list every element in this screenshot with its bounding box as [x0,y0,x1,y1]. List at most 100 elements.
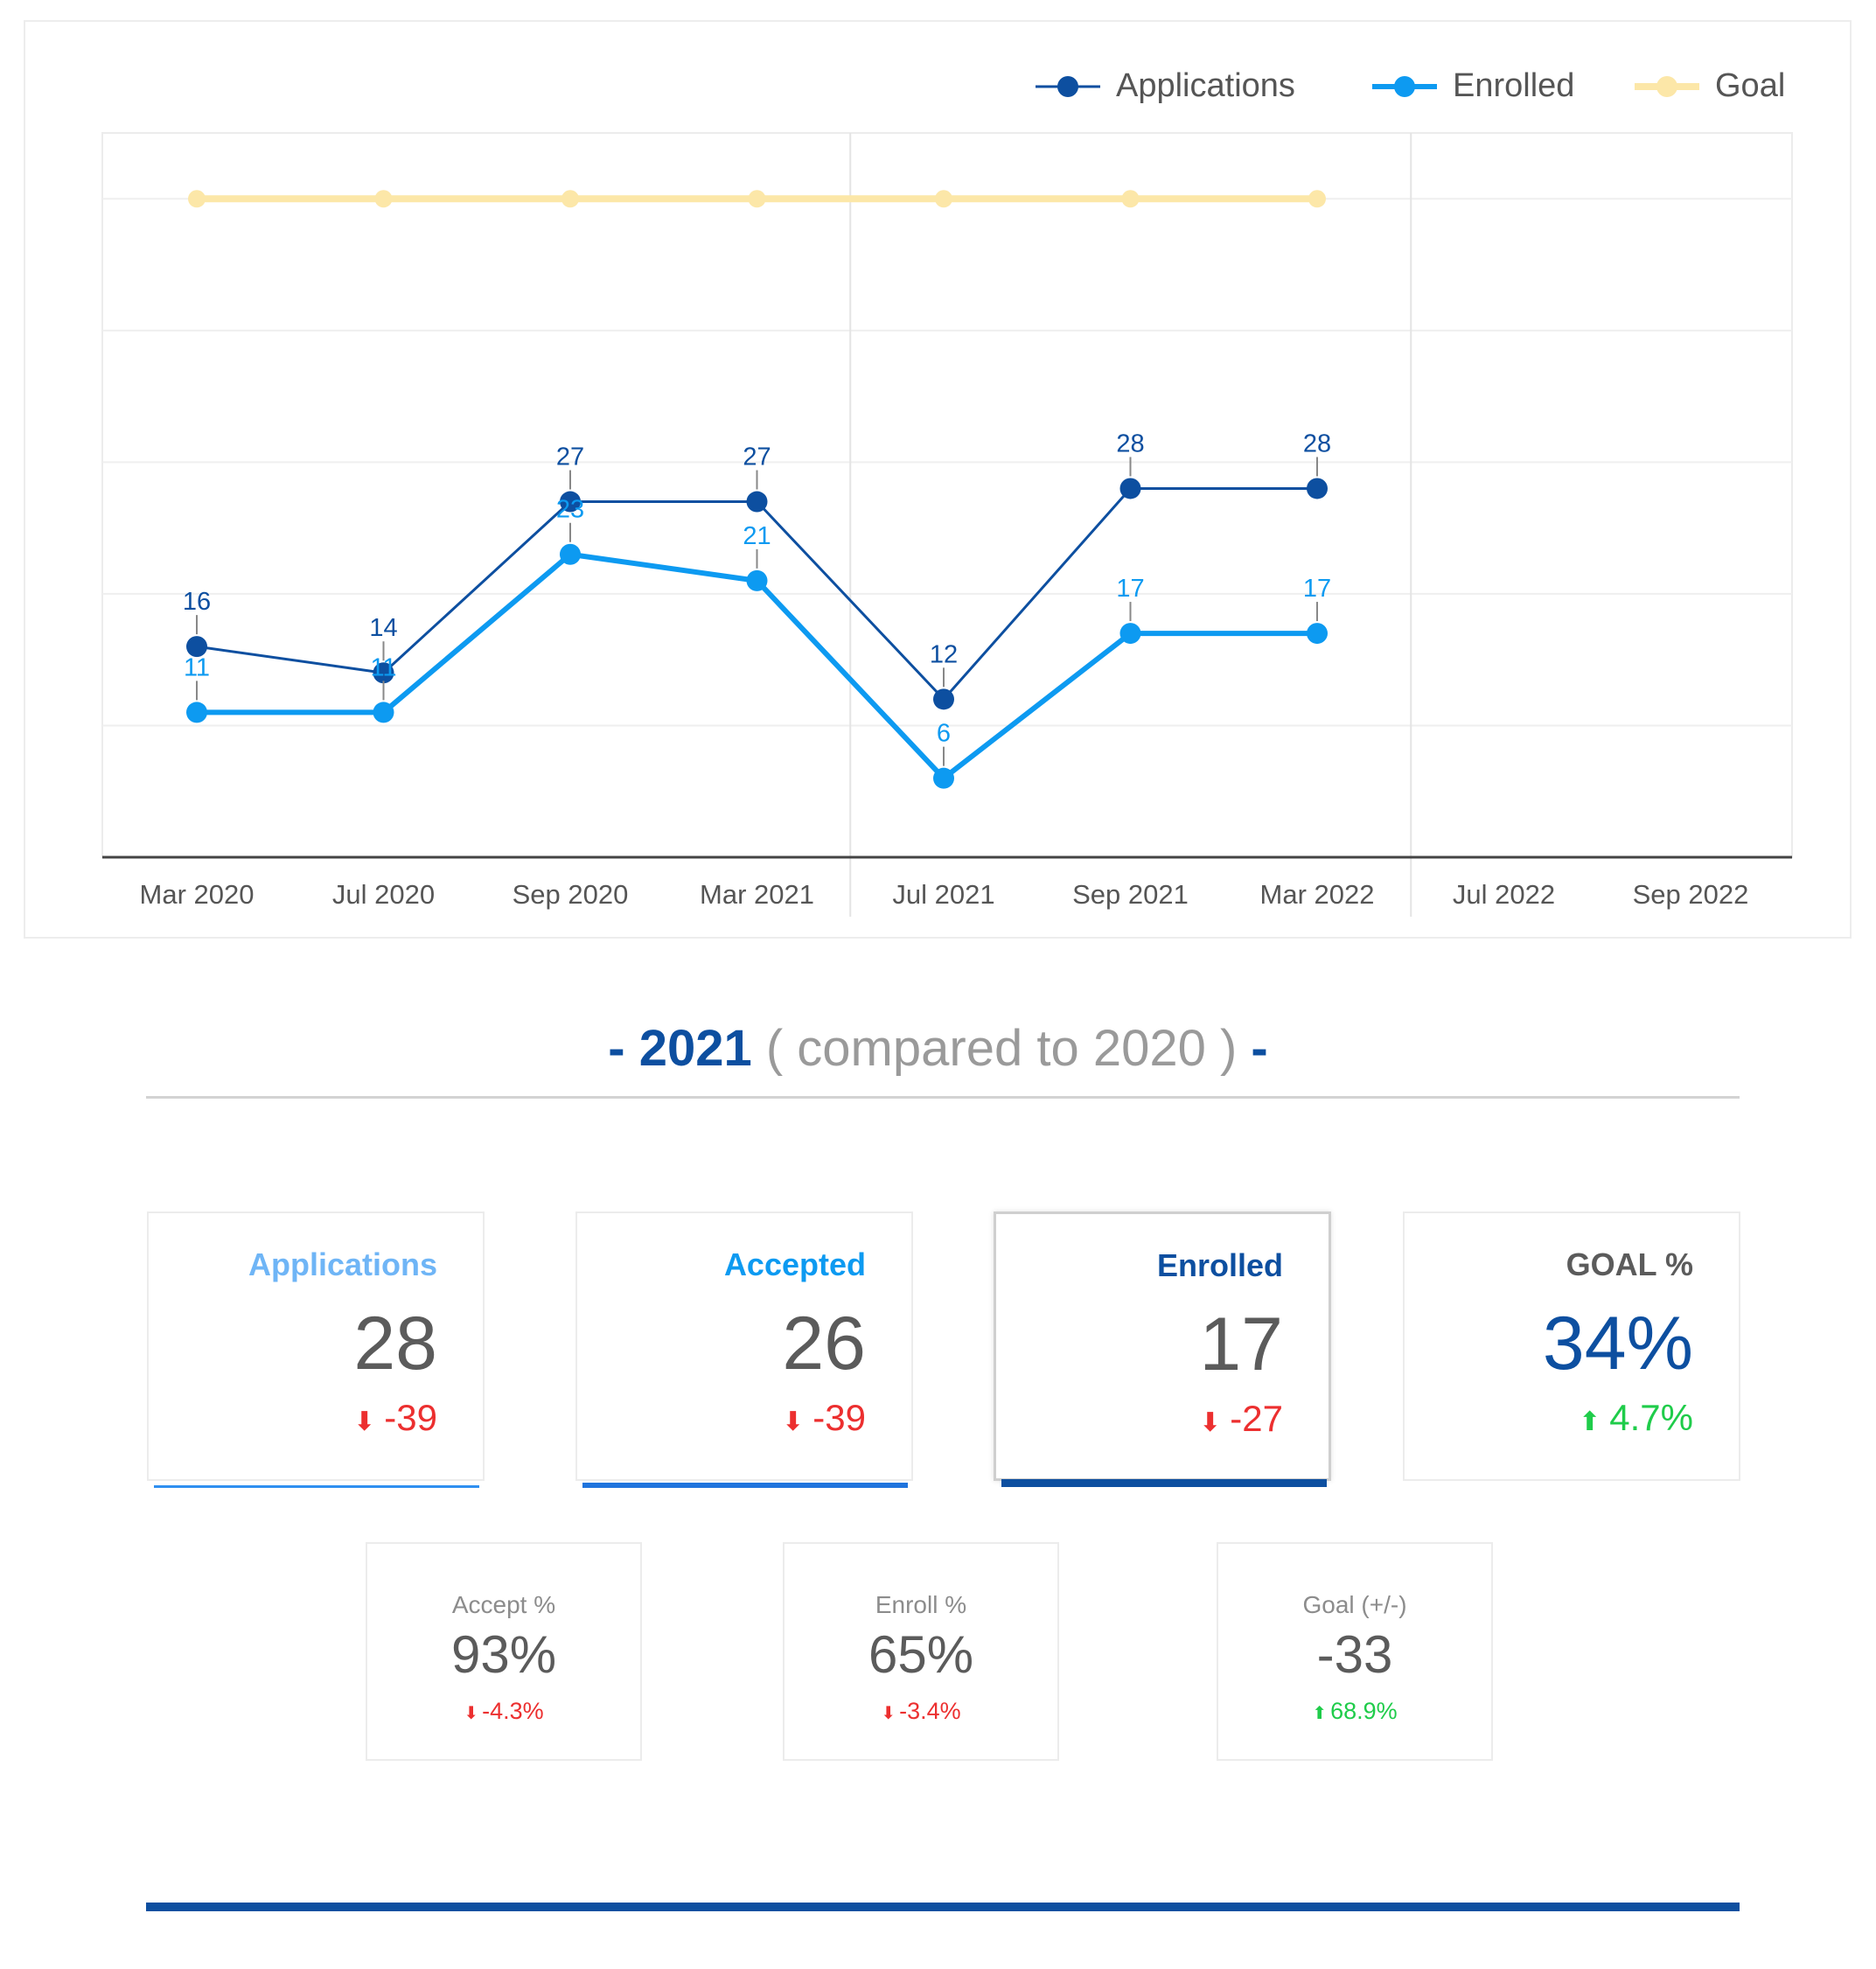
mini-delta: ⬆ 68.9% [1218,1698,1491,1725]
kpi-delta-value: -39 [812,1397,866,1438]
arrow-up-icon: ⬆ [1579,1407,1601,1436]
mini-delta: ⬇ -4.3% [367,1698,640,1725]
kpi-delta: ⬆ 4.7% [1579,1397,1693,1439]
kpi-card-enrolled[interactable]: Enrolled 17 ⬇ -27 [994,1211,1331,1487]
data-point-applications [1307,478,1328,499]
legend-item-applications[interactable]: Applications [1036,67,1295,104]
mini-value: 65% [868,1625,974,1684]
kpi-label: Accepted [723,1246,866,1282]
kpi-delta-value: -39 [384,1397,437,1438]
legend-item-enrolled[interactable]: Enrolled [1372,67,1574,104]
kpi-card-accepted[interactable]: Accepted 26 ⬇ -39 [575,1211,913,1488]
x-tick-label: Sep 2021 [1072,879,1189,910]
mini-delta-value: 68.9% [1330,1698,1398,1724]
data-label-enrolled: 23 [556,496,584,524]
section-title: - 2021 ( compared to 2020 ) - [0,1019,1876,1078]
kpi-label: GOAL % [1566,1246,1693,1282]
arrow-down-icon: ⬇ [464,1704,479,1723]
data-point-enrolled [746,569,768,591]
data-point-enrolled [933,767,954,789]
arrow-up-icon: ⬆ [1312,1704,1328,1723]
kpi-delta: ⬇ -39 [782,1397,866,1439]
kpi-delta-value: 4.7% [1609,1397,1693,1438]
data-point-enrolled [560,543,581,565]
data-point-enrolled [1307,623,1328,645]
mini-delta-value: -4.3% [482,1698,544,1724]
data-point-goal [374,190,393,208]
kpi-value: 26 [782,1302,866,1386]
mini-card-goal-diff[interactable]: Goal (+/-) -33 ⬆ 68.9% [1217,1542,1493,1761]
plot-area [101,132,1793,858]
mini-label: Goal (+/-) [1302,1591,1407,1618]
x-tick-label: Jul 2021 [892,879,994,910]
x-tick-label: Jul 2022 [1453,879,1555,910]
data-point-goal [748,190,766,208]
kpi-delta: ⬇ -27 [1199,1398,1283,1440]
title-divider [146,1096,1740,1099]
data-label-enrolled: 21 [743,522,771,550]
kpi-label: Applications [248,1246,437,1282]
data-point-applications [186,636,207,658]
kpi-underline [154,1485,479,1488]
legend-item-goal[interactable]: Goal [1635,67,1785,104]
kpi-value: 34% [1542,1302,1693,1386]
title-dash-left: - [608,1020,625,1077]
kpi-delta: ⬇ -39 [353,1397,437,1439]
data-point-goal [1121,190,1140,208]
mini-value: -33 [1316,1625,1393,1684]
chart-panel: Mar 2020 Jul 2020 Sep 2020 Mar 2021 Jul 2021… [24,20,1852,939]
legend-swatch-dot [1057,76,1078,97]
legend-label: Applications [1116,67,1295,104]
data-label-enrolled: 11 [184,653,210,681]
data-point-applications [933,688,954,710]
data-label-enrolled: 6 [937,720,951,748]
data-label-applications: 27 [556,443,584,471]
title-comparison: ( compared to 2020 ) [765,1020,1238,1077]
x-tick-label: Mar 2021 [700,879,814,910]
mini-card-accept-percent[interactable]: Accept % 93% ⬇ -4.3% [366,1542,642,1761]
kpi-underline [582,1483,908,1488]
kpi-card-goal-percent[interactable]: GOAL % 34% ⬆ 4.7% [1403,1211,1740,1481]
arrow-down-icon: ⬇ [353,1407,376,1436]
arrow-down-icon: ⬇ [1199,1408,1222,1437]
data-label-enrolled: 11 [370,653,396,681]
data-point-applications [746,491,768,513]
data-label-applications: 12 [930,640,958,668]
data-point-goal [561,190,579,208]
arrow-down-icon: ⬇ [782,1407,805,1436]
arrow-down-icon: ⬇ [881,1704,896,1723]
legend-swatch-dot [1394,76,1415,97]
x-tick-label: Jul 2020 [332,879,435,910]
data-point-applications [373,662,394,684]
data-point-enrolled [186,702,207,723]
data-point-applications [1119,478,1141,499]
data-point-goal [188,190,206,208]
data-point-goal [935,190,952,208]
x-tick-label: Sep 2020 [513,879,629,910]
kpi-delta-value: -27 [1230,1398,1283,1439]
data-label-enrolled: 17 [1116,575,1144,603]
x-tick-label: Sep 2022 [1633,879,1749,910]
data-label-applications: 28 [1303,429,1331,457]
data-point-enrolled [373,702,394,723]
bottom-divider [146,1903,1740,1911]
mini-label: Accept % [451,1591,556,1618]
kpi-card-applications[interactable]: Applications 28 ⬇ -39 [147,1211,485,1488]
data-label-applications: 27 [743,443,771,471]
kpi-underline [1001,1479,1327,1487]
mini-label: Enroll % [875,1591,967,1618]
data-label-applications: 14 [369,614,397,642]
legend-swatch-dot [1656,76,1677,97]
x-tick-label: Mar 2020 [140,879,255,910]
mini-card-enroll-percent[interactable]: Enroll % 65% ⬇ -3.4% [783,1542,1059,1761]
kpi-label: Enrolled [1156,1247,1283,1283]
data-point-applications [560,491,581,513]
data-label-applications: 16 [183,588,211,616]
legend-label: Goal [1715,67,1785,104]
kpi-value: 17 [1199,1302,1283,1386]
mini-delta-value: -3.4% [899,1698,961,1724]
mini-value: 93% [450,1625,557,1684]
data-point-goal [1308,190,1326,208]
mini-delta: ⬇ -3.4% [785,1698,1057,1725]
x-tick-label: Mar 2022 [1260,879,1375,910]
